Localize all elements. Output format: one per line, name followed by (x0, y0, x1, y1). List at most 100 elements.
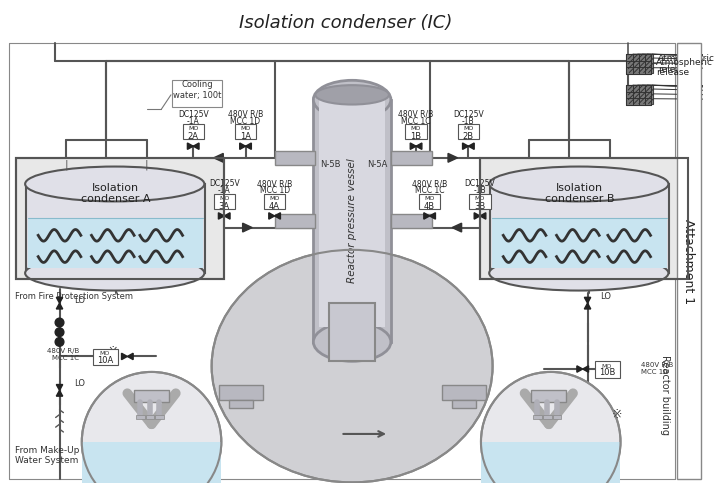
Text: ※: ※ (108, 345, 118, 358)
Text: MCC 1D: MCC 1D (230, 116, 261, 126)
Circle shape (55, 328, 64, 336)
Bar (313, 100, 391, 342)
Text: DC125V: DC125V (209, 180, 240, 189)
Bar (405, 124, 426, 139)
Polygon shape (243, 223, 252, 232)
Polygon shape (424, 213, 429, 219)
Ellipse shape (25, 166, 204, 201)
Bar (229, 400, 253, 408)
Polygon shape (474, 213, 480, 219)
Text: LO: LO (74, 379, 85, 388)
Text: Attachment 1: Attachment 1 (682, 219, 695, 304)
Text: MO: MO (219, 196, 230, 201)
Polygon shape (224, 213, 230, 219)
Ellipse shape (313, 81, 391, 119)
Polygon shape (429, 213, 435, 219)
Bar (235, 124, 256, 139)
Bar (146, 414, 154, 419)
Text: N-5A: N-5A (367, 160, 387, 169)
Text: 480V R/B: 480V R/B (257, 180, 292, 189)
Polygon shape (245, 143, 251, 149)
Polygon shape (269, 213, 274, 219)
Text: Reactor building: Reactor building (660, 355, 670, 435)
Circle shape (55, 337, 64, 346)
Text: DC125V: DC125V (178, 109, 209, 119)
Text: MO: MO (269, 196, 279, 201)
Text: Isolation
condenser B: Isolation condenser B (545, 183, 615, 204)
Bar (677, 44, 701, 480)
Text: N-5B: N-5B (321, 160, 341, 169)
Text: 3A: 3A (219, 202, 230, 211)
Polygon shape (214, 153, 223, 162)
Bar (82, 442, 222, 491)
Text: LO: LO (74, 296, 85, 305)
Bar (172, 81, 222, 108)
Bar (28, 218, 203, 268)
Text: -1A: -1A (187, 116, 200, 126)
Bar (319, 100, 385, 327)
Polygon shape (122, 353, 127, 359)
Polygon shape (193, 143, 199, 149)
Text: LO: LO (600, 292, 611, 301)
Text: -1A: -1A (218, 186, 231, 195)
Text: MO: MO (602, 364, 612, 369)
Text: Atmospheric
release: Atmospheric release (658, 54, 715, 74)
Polygon shape (463, 143, 468, 149)
Text: 480V R/B: 480V R/B (398, 109, 434, 119)
Bar (219, 385, 263, 400)
Bar (264, 193, 285, 209)
Ellipse shape (315, 85, 389, 105)
Text: Isolation
condenser A: Isolation condenser A (81, 183, 151, 204)
Text: 4B: 4B (424, 202, 435, 211)
Bar (489, 184, 669, 273)
Polygon shape (411, 143, 416, 149)
Text: DC125V: DC125V (453, 109, 484, 119)
Bar (469, 193, 491, 209)
Text: MO: MO (240, 126, 251, 131)
Bar (628, 85, 654, 104)
Polygon shape (480, 213, 486, 219)
Text: MO: MO (411, 126, 421, 131)
Text: Cooling
water; 100t: Cooling water; 100t (173, 81, 222, 100)
Bar (480, 158, 689, 279)
Text: 3B: 3B (474, 202, 486, 211)
Bar (16, 158, 224, 279)
Bar (543, 414, 552, 419)
Bar (628, 54, 654, 73)
Circle shape (481, 372, 620, 491)
Polygon shape (452, 223, 462, 232)
Bar (458, 124, 479, 139)
Bar (214, 193, 235, 209)
Bar (391, 214, 432, 227)
Polygon shape (448, 153, 458, 162)
Text: -1B: -1B (462, 116, 475, 126)
Ellipse shape (211, 250, 492, 482)
Text: |: | (64, 160, 68, 170)
Text: MCC 1C: MCC 1C (401, 116, 431, 126)
Bar (452, 400, 476, 408)
Bar (136, 414, 145, 419)
Circle shape (82, 372, 222, 491)
Polygon shape (584, 303, 591, 309)
Bar (16, 158, 224, 279)
Polygon shape (584, 298, 591, 303)
Ellipse shape (313, 323, 391, 361)
Polygon shape (219, 213, 224, 219)
Polygon shape (127, 353, 133, 359)
Bar (391, 151, 432, 164)
Ellipse shape (489, 256, 668, 291)
Polygon shape (56, 384, 63, 390)
Polygon shape (240, 143, 245, 149)
Polygon shape (416, 143, 422, 149)
Bar (25, 184, 205, 273)
Bar (595, 361, 620, 378)
Bar (156, 414, 164, 419)
Text: 480V R/B
MCC 1C: 480V R/B MCC 1C (46, 348, 79, 361)
Text: MO: MO (100, 351, 110, 356)
Bar (419, 193, 440, 209)
Text: 10B: 10B (599, 368, 615, 378)
Text: |: | (145, 160, 148, 170)
Polygon shape (56, 390, 63, 396)
Bar (134, 390, 169, 402)
Text: 10A: 10A (97, 356, 113, 365)
